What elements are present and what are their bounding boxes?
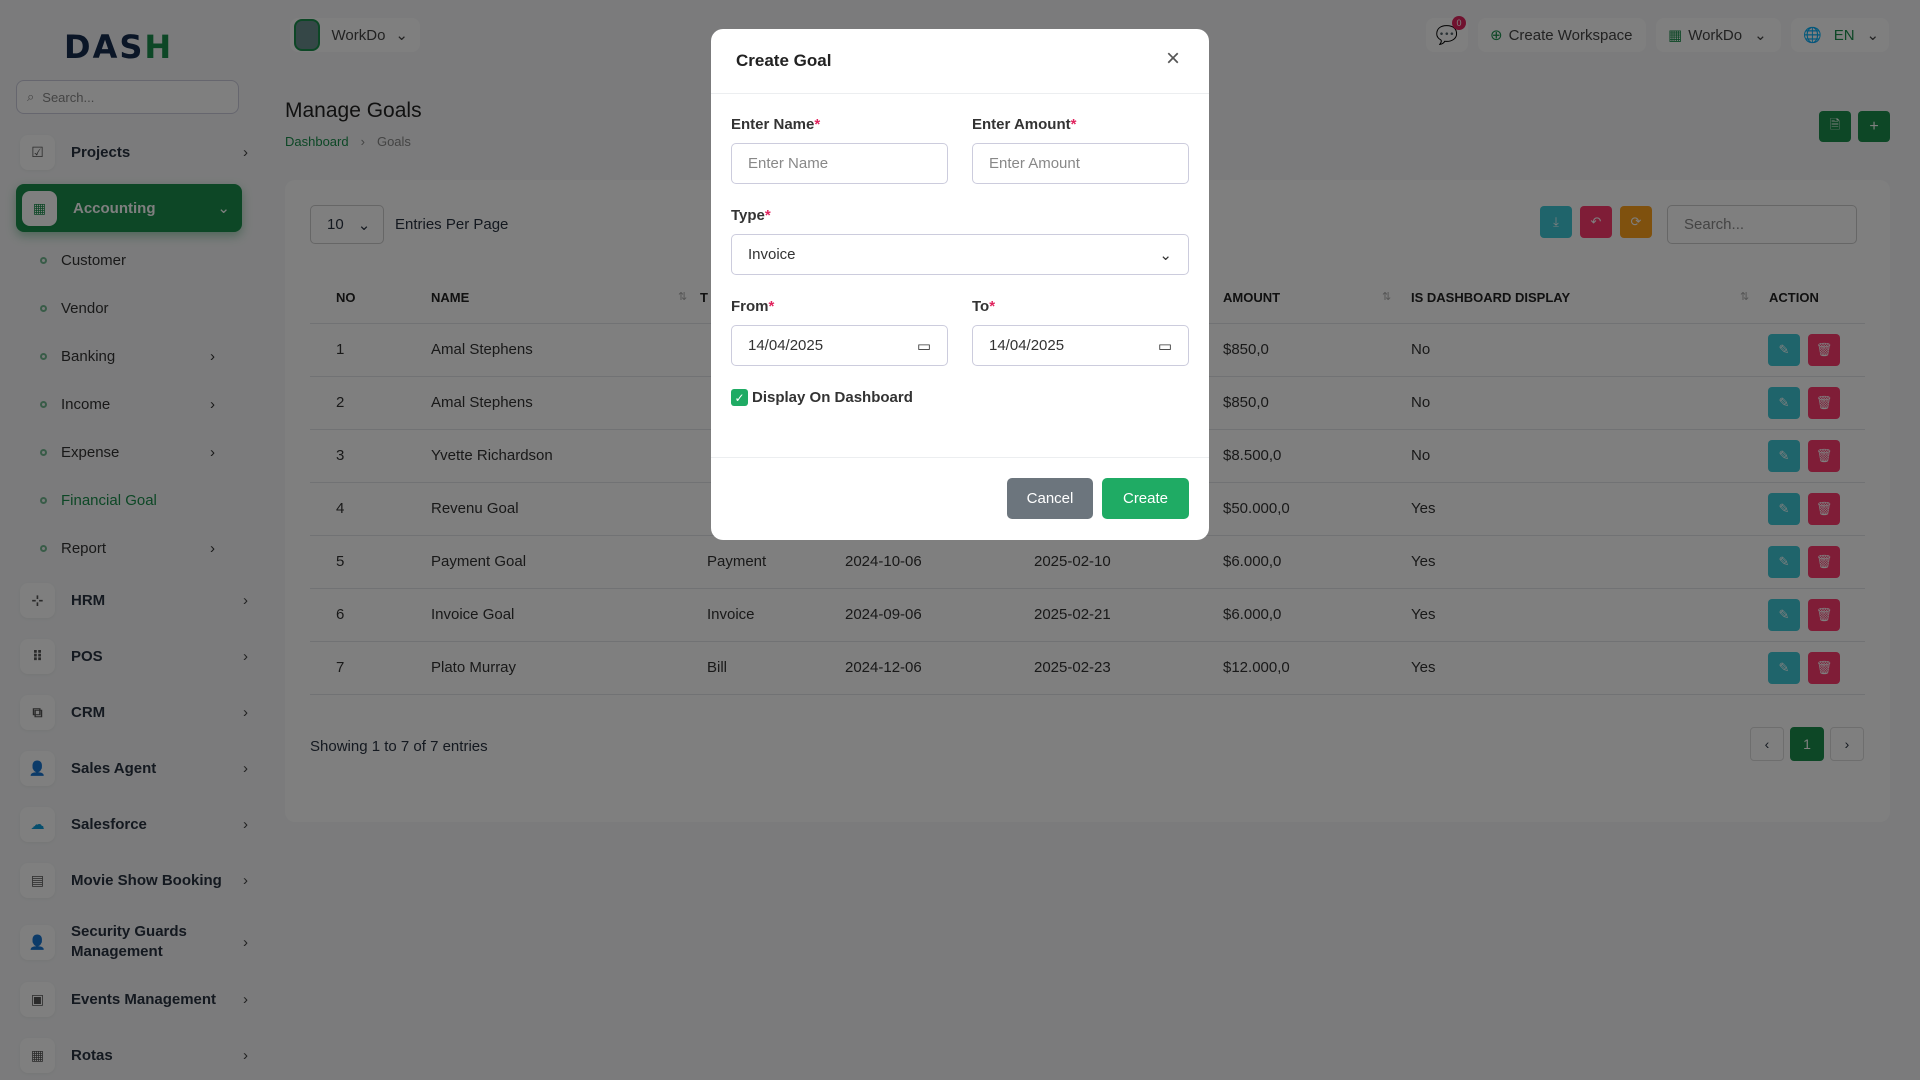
display-on-dashboard-checkbox[interactable]: ✓ Display On Dashboard bbox=[731, 389, 913, 406]
name-input[interactable]: Enter Name bbox=[731, 143, 948, 184]
cancel-button[interactable]: Cancel bbox=[1007, 478, 1093, 519]
from-label: From* bbox=[731, 298, 775, 315]
from-date-input[interactable]: 14/04/2025 ▭ bbox=[731, 325, 948, 366]
to-label: To* bbox=[972, 298, 996, 315]
calendar-icon[interactable]: ▭ bbox=[1157, 337, 1172, 355]
modal-title: Create Goal bbox=[736, 51, 832, 70]
divider bbox=[711, 93, 1209, 94]
name-label: Enter Name* bbox=[731, 116, 821, 133]
create-goal-modal: Create Goal × Enter Name* Enter Name Ent… bbox=[711, 29, 1209, 540]
calendar-icon[interactable]: ▭ bbox=[916, 337, 931, 355]
to-date-input[interactable]: 14/04/2025 ▭ bbox=[972, 325, 1189, 366]
chevron-down-icon: ⌄ bbox=[1159, 246, 1172, 264]
amount-label: Enter Amount* bbox=[972, 116, 1077, 133]
create-button[interactable]: Create bbox=[1102, 478, 1189, 519]
type-label: Type* bbox=[731, 207, 771, 224]
type-select[interactable]: Invoice ⌄ bbox=[731, 234, 1189, 275]
amount-input[interactable]: Enter Amount bbox=[972, 143, 1189, 184]
divider bbox=[711, 457, 1209, 458]
close-icon[interactable]: × bbox=[1166, 45, 1181, 72]
checkmark-icon[interactable]: ✓ bbox=[731, 389, 748, 406]
